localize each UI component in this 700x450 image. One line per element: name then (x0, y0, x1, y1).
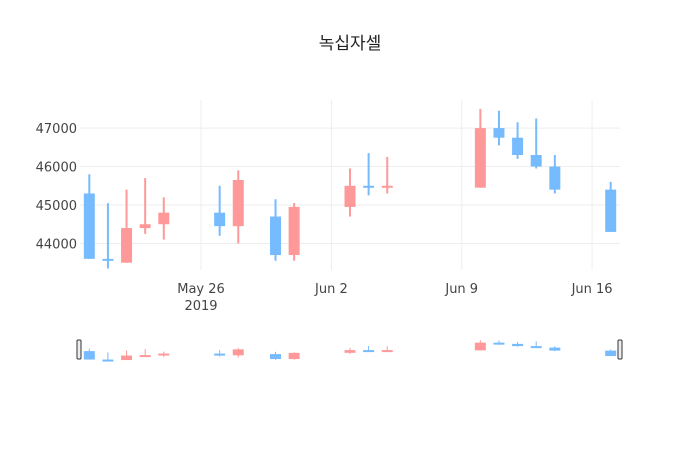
decreasing-candle-body (363, 350, 375, 353)
decreasing-candle-body (493, 128, 505, 138)
increasing-candle-body (474, 342, 486, 351)
x-tick-sublabel: 2019 (184, 299, 217, 314)
chart-title: 녹십자셀 (319, 34, 382, 54)
decreasing-candle-body (549, 347, 561, 351)
candles (83, 108, 617, 269)
decreasing-candle-body (83, 351, 95, 360)
range-slider[interactable] (76, 339, 623, 362)
increasing-candle-body (381, 185, 393, 188)
decreasing-candle-body (214, 212, 226, 227)
y-axis: 44000 45000 46000 47000 (36, 122, 77, 252)
decreasing-candle-body (512, 137, 524, 155)
x-tick-label: May 26 (177, 282, 225, 297)
y-tick-label: 46000 (36, 161, 77, 176)
increasing-candle-body (121, 228, 133, 263)
x-tick-label: Jun 9 (444, 282, 478, 297)
y-tick-label: 44000 (36, 237, 77, 252)
increasing-candle-body (288, 352, 300, 360)
decreasing-candle-body (493, 342, 505, 345)
decreasing-candle-body (102, 258, 114, 261)
increasing-candle-body (474, 128, 486, 188)
y-tick-label: 45000 (36, 199, 77, 214)
y-tick-label: 47000 (36, 122, 77, 137)
decreasing-candle-body (530, 155, 542, 167)
increasing-candle-body (139, 355, 151, 358)
increasing-candle-body (121, 355, 133, 361)
decreasing-candle-body (512, 343, 524, 347)
decreasing-candle-body (530, 346, 542, 349)
decreasing-candle-body (102, 359, 114, 362)
decreasing-candle-body (605, 350, 617, 357)
range-slider-left-handle[interactable] (76, 339, 82, 360)
decreasing-candle-body (363, 185, 375, 188)
increasing-candle-body (232, 180, 244, 227)
decreasing-candle-body (214, 353, 226, 356)
decreasing-candle-body (270, 216, 282, 255)
decreasing-candle-body (270, 354, 282, 360)
increasing-candle-body (344, 350, 356, 353)
grid (80, 100, 620, 270)
x-tick-label: Jun 2 (314, 282, 348, 297)
decreasing-candle-body (83, 193, 95, 259)
increasing-candle-body (158, 212, 170, 225)
x-axis: May 26 2019 Jun 2 Jun 9 Jun 16 (177, 282, 612, 314)
increasing-candle-body (344, 185, 356, 207)
decreasing-candle-body (549, 166, 561, 190)
increasing-candle-body (232, 349, 244, 356)
decreasing-candle-body (605, 189, 617, 232)
range-slider-right-handle[interactable] (617, 339, 623, 360)
x-tick-label: Jun 16 (571, 282, 613, 297)
increasing-candle-body (139, 224, 151, 229)
increasing-candle-body (158, 353, 170, 356)
increasing-candle-body (381, 350, 393, 353)
increasing-candle-body (288, 206, 300, 255)
